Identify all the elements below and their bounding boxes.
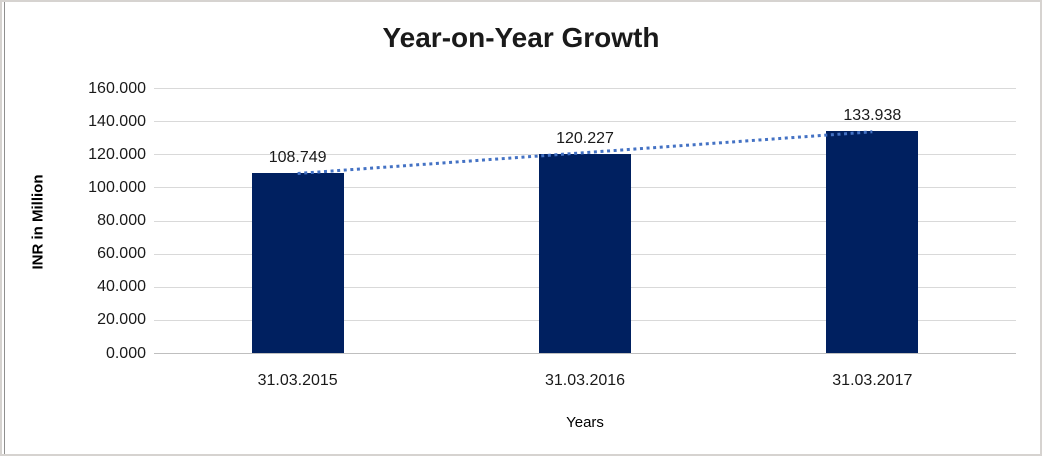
data-label: 133.938 (843, 107, 902, 125)
y-axis-tick-label: 0.000 (105, 344, 146, 362)
data-label: 108.749 (268, 148, 327, 166)
y-axis-tick-label: 20.000 (97, 311, 146, 329)
data-label: 120.227 (556, 129, 614, 147)
plot-area: 160.000 140.000 120.000 100.000 80.000 60.000… (88, 80, 1016, 389)
gridline (154, 88, 1016, 89)
bar (539, 153, 631, 353)
x-axis-tick-label: 31.03.2015 (257, 372, 338, 389)
x-axis-tick-label: 31.03.2016 (544, 372, 626, 389)
y-axis-tick-label: 60.000 (97, 245, 146, 263)
y-axis-tick-label: 140.000 (88, 112, 146, 130)
trendline (297, 130, 873, 175)
y-axis-tick-label: 40.000 (97, 278, 146, 296)
bar (826, 131, 919, 353)
y-axis-tick-label: 120.000 (88, 145, 146, 163)
x-axis-title: Years (566, 414, 604, 431)
chart-title: Year-on-Year Growth (382, 22, 660, 53)
gridline (154, 121, 1016, 123)
bar (251, 172, 344, 353)
y-axis-title: INR in Million (29, 174, 47, 270)
x-axis-tick-label: 31.03.2017 (832, 372, 913, 389)
y-axis-tick-label: 80.000 (97, 212, 146, 229)
y-axis-tick-label: 100.000 (88, 178, 146, 196)
y-axis-tick-label: 160.000 (88, 79, 146, 97)
window-left-border (4, 2, 5, 454)
